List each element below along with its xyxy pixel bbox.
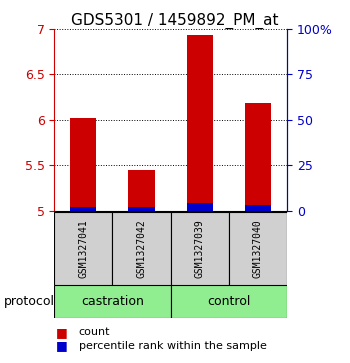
Bar <box>54 285 171 318</box>
Text: control: control <box>207 295 251 308</box>
Text: percentile rank within the sample: percentile rank within the sample <box>79 340 267 351</box>
Bar <box>128 207 155 211</box>
Bar <box>112 212 171 285</box>
Bar <box>128 170 155 211</box>
Text: ■: ■ <box>56 339 68 352</box>
Bar <box>187 203 213 211</box>
Bar <box>70 118 97 211</box>
Bar <box>187 36 213 211</box>
Text: count: count <box>79 327 110 337</box>
Text: GSM1327042: GSM1327042 <box>136 219 147 278</box>
Bar <box>245 103 271 211</box>
Text: ■: ■ <box>56 326 68 339</box>
Text: castration: castration <box>81 295 144 308</box>
Bar <box>54 212 112 285</box>
Text: GSM1327041: GSM1327041 <box>78 219 88 278</box>
Bar <box>229 212 287 285</box>
Text: GSM1327040: GSM1327040 <box>253 219 263 278</box>
Bar <box>245 205 271 211</box>
Bar <box>171 212 229 285</box>
Bar <box>70 207 97 211</box>
Text: GDS5301 / 1459892_PM_at: GDS5301 / 1459892_PM_at <box>71 13 279 29</box>
Text: protocol: protocol <box>4 295 55 308</box>
Text: GSM1327039: GSM1327039 <box>195 219 205 278</box>
Bar <box>171 285 287 318</box>
